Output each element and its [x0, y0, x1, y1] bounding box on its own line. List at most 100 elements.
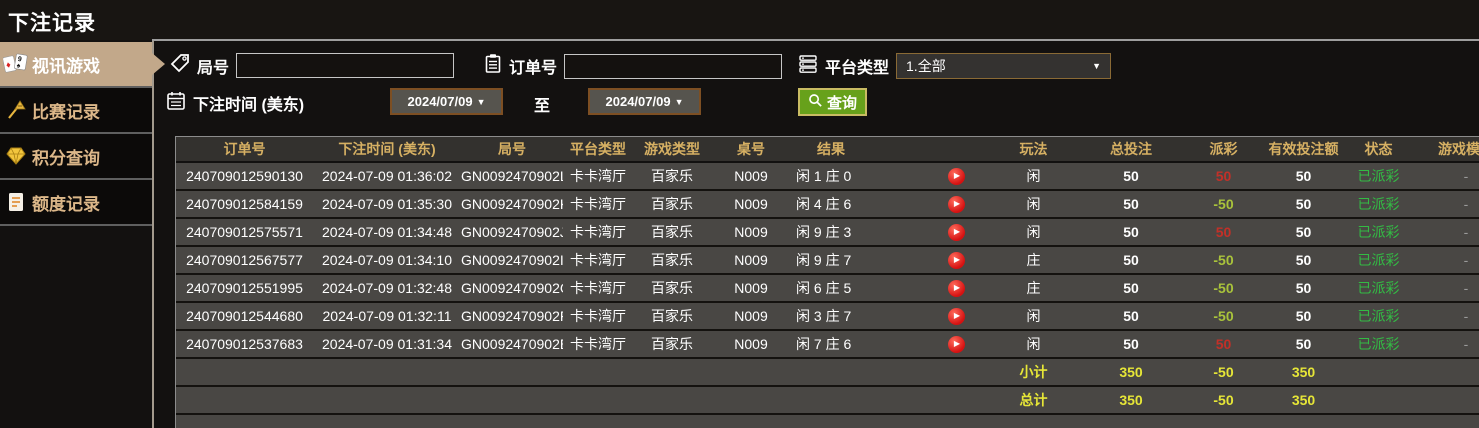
cell-video: ▶ — [921, 279, 991, 297]
cell-total-bet: 50 — [1123, 224, 1139, 240]
cell-result: 闲 7 庄 6 — [796, 336, 852, 352]
sidebar-item-match-records[interactable]: 比赛记录 — [0, 88, 152, 134]
cell-status: 已派彩 — [1357, 224, 1400, 240]
cell-video: ▶ — [921, 223, 991, 241]
title-bar: 下注记录 — [0, 0, 1479, 40]
sidebar-item-label: 积分查询 — [32, 148, 100, 168]
cell-table-number: N009 — [734, 280, 768, 296]
col-header-payout: 派彩 — [1209, 141, 1238, 157]
cell-platform-type: 卡卡湾厅 — [570, 224, 626, 240]
sidebar-item-video-games[interactable]: ♦ 9 ♠ 视讯游戏 — [0, 42, 165, 88]
round-input[interactable] — [236, 53, 455, 78]
cell-game-mode: - — [1463, 224, 1469, 240]
cell-bet-time: 2024-07-09 01:36:02 — [322, 168, 452, 184]
svg-text:♠: ♠ — [16, 62, 21, 70]
cell-order-number: 240709012551995 — [186, 280, 303, 296]
cell-round-number: GN0092470902F — [461, 308, 563, 324]
cell-table-number: N009 — [734, 196, 768, 212]
video-play-button[interactable]: ▶ — [947, 195, 965, 213]
table-row: 240709012544680 2024-07-09 01:32:11 GN00… — [176, 303, 1479, 331]
cell-valid-bet: 50 — [1295, 252, 1312, 268]
col-header-result: 结果 — [817, 141, 845, 157]
diamond-icon — [3, 144, 29, 168]
table-row: 240709012584159 2024-07-09 01:35:30 GN00… — [176, 191, 1479, 219]
order-label: 订单号 — [509, 60, 558, 77]
col-header-status: 状态 — [1364, 141, 1393, 157]
date-from-value: 2024/07/09 — [407, 94, 473, 109]
date-to-picker[interactable]: 2024/07/09 ▼ — [588, 88, 701, 115]
chevron-down-icon: ▼ — [1092, 61, 1102, 71]
cell-status: 已派彩 — [1357, 252, 1400, 268]
cell-table-number: N009 — [734, 252, 768, 268]
document-icon — [3, 190, 29, 214]
to-label: 至 — [534, 98, 551, 115]
table-row: 240709012567577 2024-07-09 01:34:10 GN00… — [176, 247, 1479, 275]
cell-status: 已派彩 — [1357, 308, 1400, 324]
sidebar: ♦ 9 ♠ 视讯游戏 比赛记录 积分查询 — [0, 42, 165, 226]
chevron-down-icon: ▼ — [476, 96, 486, 107]
cell-video: ▶ — [921, 167, 991, 185]
server-icon — [798, 54, 818, 79]
cell-valid-bet: 50 — [1295, 336, 1312, 352]
cell-video: ▶ — [921, 251, 991, 269]
subtotal-valid-bet: 350 — [1291, 364, 1316, 380]
cell-video: ▶ — [921, 335, 991, 353]
order-input[interactable] — [564, 53, 783, 79]
cell-round-number: GN0092470902I — [461, 252, 563, 268]
svg-text:♦: ♦ — [5, 59, 12, 70]
cell-play-type: 闲 — [1026, 224, 1041, 240]
cell-platform-type: 卡卡湾厅 — [570, 252, 626, 268]
cell-platform-type: 卡卡湾厅 — [570, 196, 626, 212]
cell-game-type: 百家乐 — [651, 252, 693, 268]
video-play-button[interactable]: ▶ — [947, 167, 965, 185]
sidebar-item-quota-records[interactable]: 额度记录 — [0, 180, 152, 226]
cell-video: ▶ — [921, 195, 991, 213]
total-row: 总计 350 -50 350 — [176, 387, 1479, 415]
col-header-total-bet: 总投注 — [1110, 141, 1152, 157]
cell-bet-time: 2024-07-09 01:34:10 — [322, 252, 452, 268]
date-from-picker[interactable]: 2024/07/09 ▼ — [390, 88, 503, 115]
svg-text:9: 9 — [17, 56, 22, 64]
cell-status: 已派彩 — [1357, 336, 1400, 352]
cell-platform-type: 卡卡湾厅 — [570, 168, 626, 184]
table-body: 240709012590130 2024-07-09 01:36:02 GN00… — [176, 163, 1479, 359]
sidebar-item-label: 比赛记录 — [32, 102, 100, 122]
col-header-platform: 平台类型 — [570, 141, 626, 157]
cell-result: 闲 4 庄 6 — [796, 196, 852, 212]
cell-total-bet: 50 — [1123, 280, 1139, 296]
table-row: 240709012575571 2024-07-09 01:34:48 GN00… — [176, 219, 1479, 247]
video-play-button[interactable]: ▶ — [947, 251, 965, 269]
table-row: 240709012590130 2024-07-09 01:36:02 GN00… — [176, 163, 1479, 191]
active-tab-arrow — [152, 53, 165, 75]
cell-game-mode: - — [1463, 252, 1469, 268]
cell-status: 已派彩 — [1357, 196, 1400, 212]
cell-payout: -50 — [1213, 280, 1234, 296]
date-to-value: 2024/07/09 — [605, 94, 671, 109]
video-play-button[interactable]: ▶ — [947, 307, 965, 325]
col-header-play: 玩法 — [1019, 141, 1048, 157]
col-header-mode: 游戏模式 — [1438, 141, 1479, 157]
video-play-button[interactable]: ▶ — [947, 223, 965, 241]
cell-round-number: GN0092470902E — [461, 336, 563, 352]
sidebar-divider — [152, 41, 154, 428]
cell-round-number: GN0092470902J — [461, 224, 563, 240]
flag-icon — [3, 98, 29, 122]
subtotal-payout: -50 — [1213, 364, 1234, 380]
cell-valid-bet: 50 — [1295, 196, 1312, 212]
chevron-down-icon: ▼ — [674, 96, 684, 107]
sidebar-item-points-query[interactable]: 积分查询 — [0, 134, 152, 180]
bet-time-group: 下注时间 (美东) — [166, 90, 304, 116]
video-play-button[interactable]: ▶ — [947, 335, 965, 353]
cell-game-type: 百家乐 — [651, 280, 693, 296]
total-valid-bet: 350 — [1291, 392, 1316, 408]
video-play-button[interactable]: ▶ — [947, 279, 965, 297]
platform-select[interactable]: 1.全部 ▼ — [896, 53, 1112, 79]
cell-game-mode: - — [1463, 280, 1469, 296]
cell-valid-bet: 50 — [1295, 280, 1312, 296]
cell-round-number: GN0092470902L — [461, 168, 563, 184]
cell-payout: 50 — [1215, 168, 1232, 184]
query-button[interactable]: 查询 — [798, 88, 868, 116]
cell-table-number: N009 — [734, 336, 768, 352]
cell-total-bet: 50 — [1123, 308, 1139, 324]
cell-game-mode: - — [1463, 308, 1469, 324]
